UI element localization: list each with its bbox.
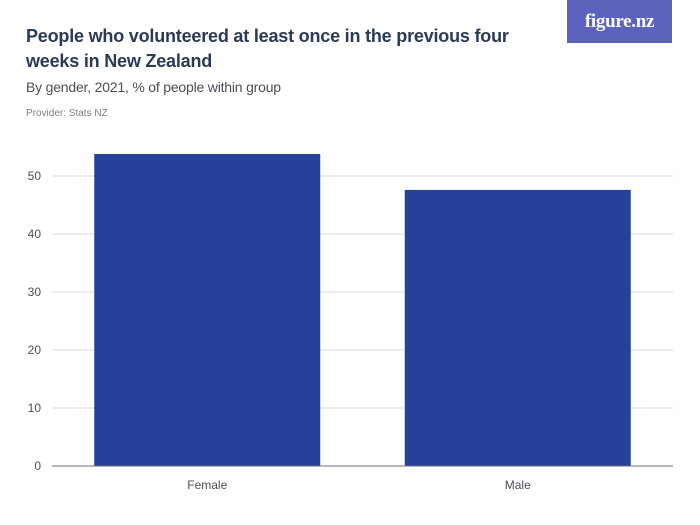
y-tick-label-20: 20	[28, 343, 42, 357]
data-provider: Provider: Stats NZ	[26, 108, 108, 119]
x-tick-label-female: Female	[187, 478, 227, 492]
figure-nz-logo[interactable]: figure.nz	[567, 0, 672, 43]
y-tick-label-0: 0	[34, 459, 41, 473]
y-tick-label-50: 50	[28, 169, 42, 183]
y-tick-label-40: 40	[28, 227, 42, 241]
bar-male[interactable]	[404, 189, 631, 467]
chart-title: People who volunteered at least once in …	[26, 26, 509, 71]
chart-subtitle: By gender, 2021, % of people within grou…	[26, 79, 281, 95]
x-tick-label-male: Male	[505, 478, 531, 492]
y-tick-label-30: 30	[28, 285, 42, 299]
bar-female[interactable]	[94, 153, 321, 466]
y-tick-label-10: 10	[28, 401, 42, 415]
